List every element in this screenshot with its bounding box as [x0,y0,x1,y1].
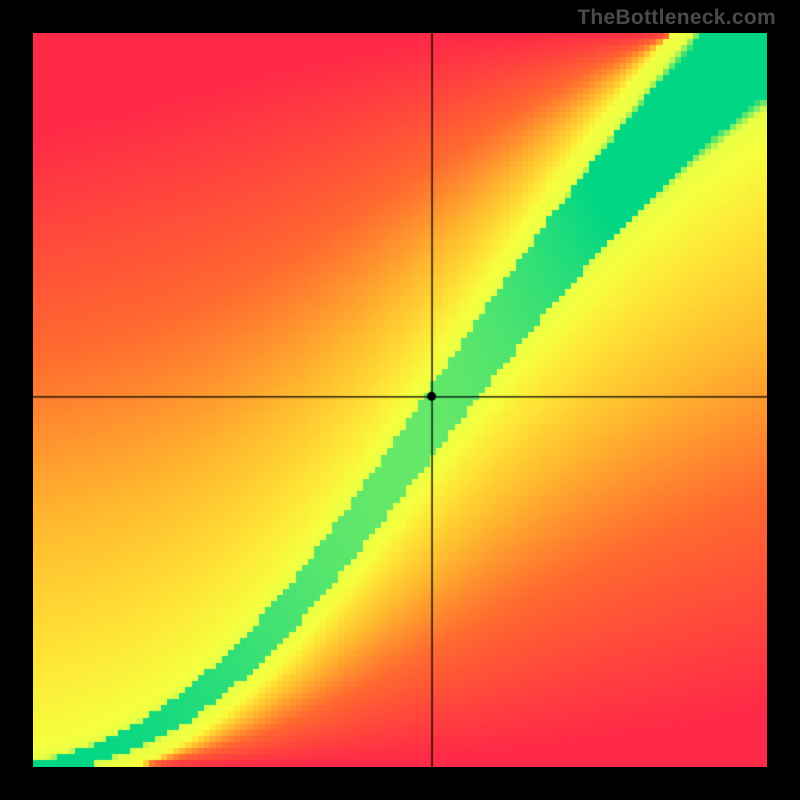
watermark-text: TheBottleneck.com [577,6,776,30]
bottleneck-heatmap [33,33,767,767]
